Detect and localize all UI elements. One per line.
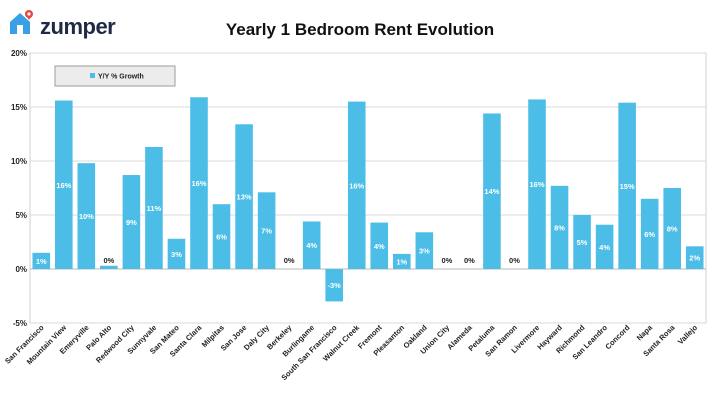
legend-box (54, 65, 176, 87)
y-tick-label: 10% (11, 157, 27, 166)
data-label: 5% (577, 238, 588, 247)
bar (235, 124, 253, 269)
data-label: 16% (349, 181, 364, 190)
bar (32, 252, 51, 269)
data-label: 16% (529, 180, 544, 189)
bar (573, 215, 591, 269)
bar (257, 192, 276, 269)
data-label: 4% (599, 243, 610, 252)
data-label: 16% (191, 179, 206, 188)
bar (550, 185, 569, 269)
data-label: 14% (484, 187, 499, 196)
data-label: 6% (644, 230, 655, 239)
bar (100, 265, 118, 269)
data-label: 0% (509, 256, 520, 265)
chart-title: Yearly 1 Bedroom Rent Evolution (225, 20, 495, 39)
bar (595, 224, 614, 269)
bar (415, 232, 434, 269)
data-label: 8% (554, 223, 565, 232)
brand-name: zumper (40, 14, 116, 39)
zumper-logo: zumper (6, 8, 116, 39)
bar (212, 204, 231, 269)
data-label: 3% (171, 250, 182, 259)
legend-swatch (90, 73, 95, 78)
bar (393, 253, 411, 269)
x-tick-label: Vallejo (676, 323, 699, 346)
data-label: 0% (103, 256, 114, 265)
data-label: 4% (374, 242, 385, 251)
bar (618, 102, 636, 270)
data-label: 4% (306, 241, 317, 250)
bar (167, 238, 186, 269)
bar (663, 188, 681, 269)
bar (122, 175, 141, 269)
data-label: 0% (284, 256, 295, 265)
bar (528, 99, 546, 269)
y-tick-label: 0% (15, 265, 27, 274)
bar (302, 221, 321, 269)
data-label: 7% (261, 227, 272, 236)
data-label: 15% (620, 182, 635, 191)
bar (145, 146, 163, 269)
x-tick-label: Concord (603, 323, 631, 351)
bar (190, 97, 208, 269)
data-label: 1% (36, 257, 47, 266)
data-label: 2% (689, 254, 700, 263)
y-tick-label: -5% (13, 319, 27, 328)
bar (347, 101, 366, 269)
bar (685, 246, 704, 269)
bar (325, 269, 343, 302)
data-label: 11% (147, 204, 162, 213)
data-label: 6% (216, 233, 227, 242)
house-pin-icon (10, 10, 33, 34)
data-label: 1% (396, 257, 407, 266)
data-label: 3% (419, 247, 430, 256)
data-label: 9% (126, 218, 137, 227)
data-label: -3% (328, 281, 342, 290)
data-label: 0% (441, 256, 452, 265)
y-tick-label: 15% (11, 103, 27, 112)
data-label: 10% (79, 212, 94, 221)
x-tick-label: Napa (635, 322, 655, 342)
y-tick-label: 20% (11, 49, 27, 58)
data-label: 8% (667, 225, 678, 234)
data-label: 16% (56, 181, 71, 190)
legend-label: Y/Y % Growth (98, 74, 144, 81)
bar (55, 100, 73, 270)
data-label: 0% (464, 256, 475, 265)
bar (640, 198, 659, 269)
bar (77, 163, 96, 269)
bar (483, 113, 501, 269)
bar (370, 222, 389, 269)
y-tick-label: 5% (15, 211, 27, 220)
data-label: 13% (237, 193, 252, 202)
